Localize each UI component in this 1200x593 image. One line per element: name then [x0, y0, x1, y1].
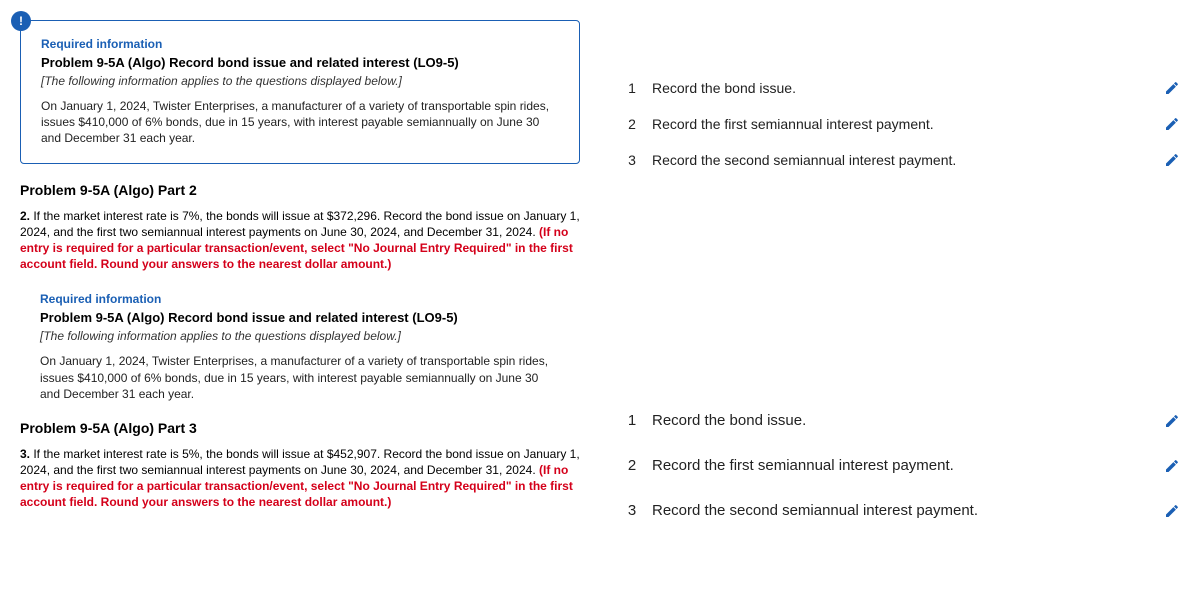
task-label: Record the second semiannual interest pa… [644, 502, 1164, 519]
task-row[interactable]: 3 Record the second semiannual interest … [620, 142, 1180, 178]
task-label: Record the first semiannual interest pay… [644, 116, 1164, 132]
pencil-icon[interactable] [1164, 80, 1180, 96]
task-number: 2 [620, 457, 644, 474]
part3-q-prefix: 3. [20, 447, 30, 461]
task-number: 3 [620, 152, 644, 168]
task-row[interactable]: 2 Record the first semiannual interest p… [620, 106, 1180, 142]
pencil-icon[interactable] [1164, 503, 1180, 519]
part2-question: 2. If the market interest rate is 7%, th… [20, 208, 580, 273]
required-info-card-1: ! Required information Problem 9-5A (Alg… [20, 20, 580, 164]
task-row[interactable]: 2 Record the first semiannual interest p… [620, 443, 1180, 488]
task-number: 3 [620, 502, 644, 519]
task-number: 1 [620, 80, 644, 96]
task-label: Record the bond issue. [644, 412, 1164, 429]
alert-badge-icon: ! [11, 11, 31, 31]
part3-question: 3. If the market interest rate is 5%, th… [20, 446, 580, 511]
scenario-text-2: On January 1, 2024, Twister Enterprises,… [40, 353, 560, 402]
task-list-bottom: 1 Record the bond issue. 2 Record the fi… [620, 398, 1180, 533]
pencil-icon[interactable] [1164, 152, 1180, 168]
required-info-card-2: Required information Problem 9-5A (Algo)… [20, 292, 580, 402]
problem-title: Problem 9-5A (Algo) Record bond issue an… [41, 55, 559, 70]
applies-note: [The following information applies to th… [41, 74, 559, 88]
part3-heading: Problem 9-5A (Algo) Part 3 [20, 420, 580, 436]
problem-title-2: Problem 9-5A (Algo) Record bond issue an… [40, 310, 560, 325]
task-row[interactable]: 1 Record the bond issue. [620, 70, 1180, 106]
task-label: Record the first semiannual interest pay… [644, 457, 1164, 474]
part2-q-text: If the market interest rate is 7%, the b… [20, 209, 580, 239]
task-row[interactable]: 3 Record the second semiannual interest … [620, 488, 1180, 533]
task-number: 2 [620, 116, 644, 132]
task-row[interactable]: 1 Record the bond issue. [620, 398, 1180, 443]
pencil-icon[interactable] [1164, 413, 1180, 429]
left-column: ! Required information Problem 9-5A (Alg… [20, 20, 580, 573]
task-label: Record the bond issue. [644, 80, 1164, 96]
task-label: Record the second semiannual interest pa… [644, 152, 1164, 168]
page-root: ! Required information Problem 9-5A (Alg… [20, 20, 1180, 573]
required-info-label: Required information [41, 37, 559, 51]
part2-heading: Problem 9-5A (Algo) Part 2 [20, 182, 580, 198]
applies-note-2: [The following information applies to th… [40, 329, 560, 343]
pencil-icon[interactable] [1164, 458, 1180, 474]
right-column: 1 Record the bond issue. 2 Record the fi… [620, 20, 1180, 573]
required-info-label-2: Required information [40, 292, 560, 306]
task-list-top: 1 Record the bond issue. 2 Record the fi… [620, 70, 1180, 178]
task-number: 1 [620, 412, 644, 429]
part3-q-text: If the market interest rate is 5%, the b… [20, 447, 580, 477]
part2-q-prefix: 2. [20, 209, 30, 223]
scenario-text: On January 1, 2024, Twister Enterprises,… [41, 98, 559, 147]
pencil-icon[interactable] [1164, 116, 1180, 132]
